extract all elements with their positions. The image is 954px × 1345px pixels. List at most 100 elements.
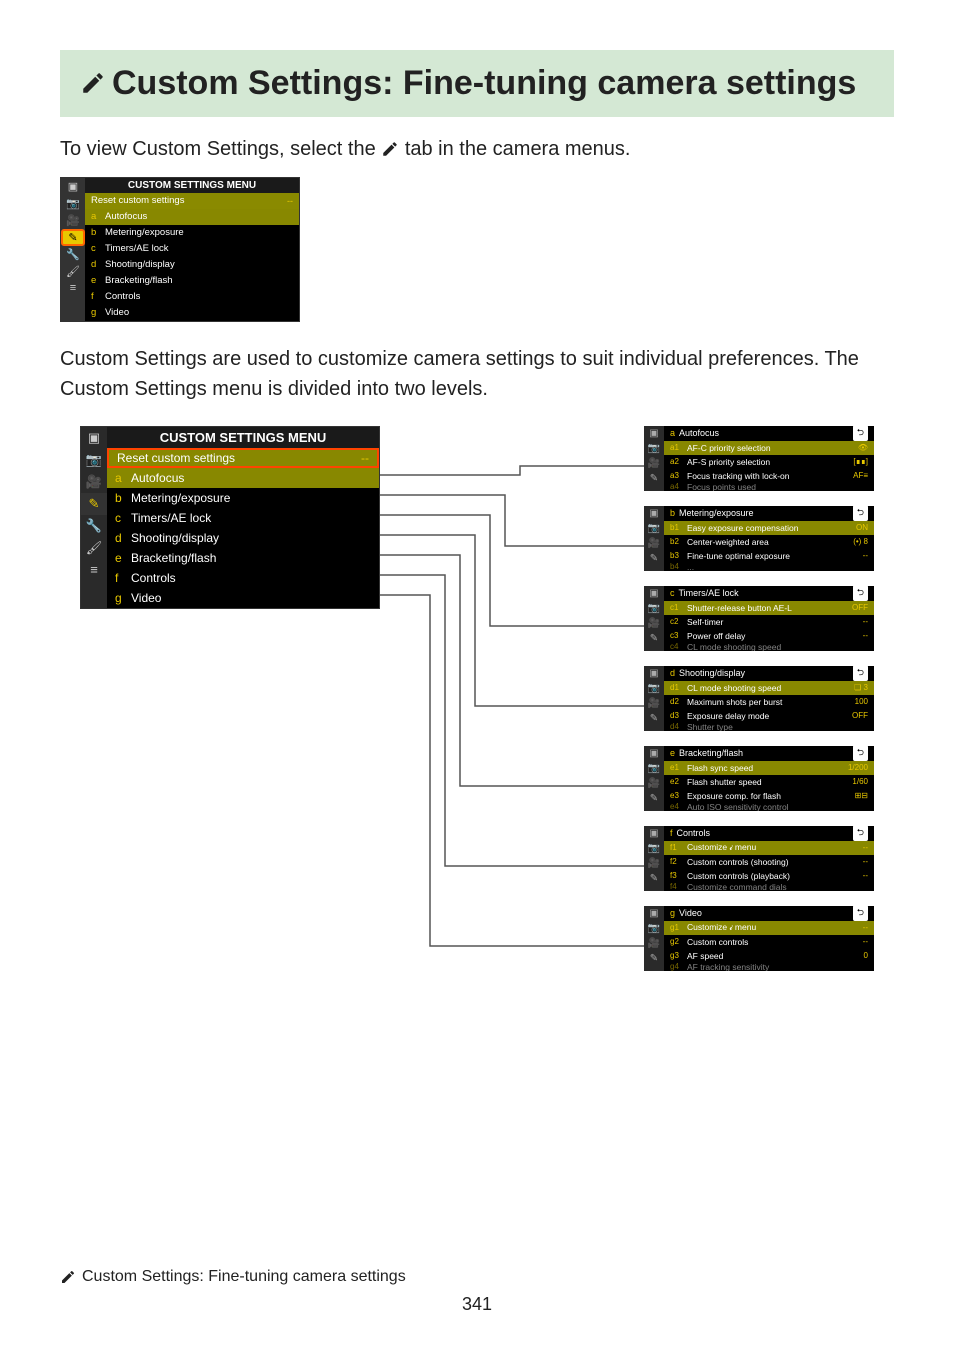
camera-icon: 📷 [644,921,664,936]
pencil-icon [60,1269,76,1285]
sub-sidebar: ▣ 📷 🎥 ✎ [644,506,664,571]
menu-hierarchy-diagram: ▣ 📷 🎥 ✎ 🔧 🖌 ≡ CUSTOM SETTINGS MENU Reset… [60,426,894,986]
pencil-tab-icon: ✎ [61,229,85,246]
big-sidebar: ▣ 📷 🎥 ✎ 🔧 🖌 ≡ [81,427,107,608]
pencil-icon [80,70,106,96]
back-icon[interactable]: ⮌ [853,745,868,761]
back-icon[interactable]: ⮌ [853,425,868,441]
camera-icon: 📷 [644,441,664,456]
big-menu-item-f[interactable]: fControls [107,568,379,588]
body-text: Custom Settings are used to customize ca… [60,344,894,404]
menu-item-b[interactable]: bMetering/exposure [85,225,299,241]
sub-row-partial: d4Shutter type [664,723,874,731]
sub-body: b Metering/exposure ⮌ b1Easy exposure co… [664,506,874,571]
sub-row[interactable]: g1Customize 𝓲 menu-- [664,921,874,935]
sub-row[interactable]: a1AF-C priority selection👁 [664,441,874,455]
sub-row[interactable]: g2Custom controls-- [664,935,874,949]
sub-body: e Bracketing/flash ⮌ e1Flash sync speed1… [664,746,874,811]
video-icon: 🎥 [81,471,107,493]
sub-header: d Shooting/display ⮌ [664,666,874,681]
pencil-icon: ✎ [644,951,664,966]
pencil-icon: ✎ [644,551,664,566]
pencil-icon: ✎ [644,791,664,806]
menu-sidebar: ▣ 📷 🎥 ✎ 🔧 🖌 ≡ [61,178,85,321]
sub-row[interactable]: b2Center-weighted area(•) 8 [664,535,874,549]
title-text: Custom Settings: Fine-tuning camera sett… [112,64,856,102]
camera-icon: 📷 [81,449,107,471]
camera-icon: 📷 [644,841,664,856]
video-icon: 🎥 [644,616,664,631]
sub-row[interactable]: g3AF speed0 [664,949,874,963]
sub-header: a Autofocus ⮌ [664,426,874,441]
sub-sidebar: ▣ 📷 🎥 ✎ [644,746,664,811]
sub-row[interactable]: d3Exposure delay modeOFF [664,709,874,723]
back-icon[interactable]: ⮌ [853,585,868,601]
playback-icon: ▣ [644,906,664,921]
sub-menu-f: ▣ 📷 🎥 ✎ f Controls ⮌ f1Customize 𝓲 menu-… [644,826,874,891]
menu-item-d[interactable]: dShooting/display [85,257,299,273]
sub-row[interactable]: d2Maximum shots per burst100 [664,695,874,709]
back-icon[interactable]: ⮌ [853,905,868,921]
sub-row[interactable]: b3Fine-tune optimal exposure-- [664,549,874,563]
sub-row[interactable]: f1Customize 𝓲 menu-- [664,841,874,855]
big-menu-item-e[interactable]: eBracketing/flash [107,548,379,568]
sub-row[interactable]: e3Exposure comp. for flash⊞⊟ [664,789,874,803]
video-icon: 🎥 [644,776,664,791]
big-menu-item-b[interactable]: bMetering/exposure [107,488,379,508]
big-menu-item-a[interactable]: aAutofocus [107,468,379,488]
page-footer: Custom Settings: Fine-tuning camera sett… [60,1268,894,1315]
back-icon[interactable]: ⮌ [853,665,868,681]
pencil-icon: ✎ [644,871,664,886]
big-menu-title: CUSTOM SETTINGS MENU [107,427,379,448]
sub-menu-c: ▣ 📷 🎥 ✎ c Timers/AE lock ⮌ c1Shutter-rel… [644,586,874,651]
pencil-icon [381,140,399,158]
header-banner: Custom Settings: Fine-tuning camera sett… [60,50,894,117]
sub-menu-a: ▣ 📷 🎥 ✎ a Autofocus ⮌ a1AF-C priority se… [644,426,874,491]
big-menu-item-g[interactable]: gVideo [107,588,379,608]
playback-icon: ▣ [644,426,664,441]
sub-row[interactable]: c1Shutter-release button AE-LOFF [664,601,874,615]
sub-row[interactable]: b1Easy exposure compensationON [664,521,874,535]
pencil-icon: ✎ [644,631,664,646]
wrench-icon: 🔧 [81,515,107,537]
playback-icon: ▣ [644,666,664,681]
reset-custom-settings-row[interactable]: Reset custom settings -- [107,448,379,468]
sub-row[interactable]: f3Custom controls (playback)-- [664,869,874,883]
back-icon[interactable]: ⮌ [853,505,868,521]
menu-item-a[interactable]: aAutofocus [85,209,299,225]
sub-row[interactable]: a2AF-S priority selection[∎∎] [664,455,874,469]
sub-row[interactable]: f2Custom controls (shooting)-- [664,855,874,869]
sub-row[interactable]: c2Self-timer-- [664,615,874,629]
sub-row-partial: c4CL mode shooting speed [664,643,874,651]
big-menu-item-d[interactable]: dShooting/display [107,528,379,548]
sub-sidebar: ▣ 📷 🎥 ✎ [644,666,664,731]
mymenu-icon: ≡ [61,280,85,297]
sub-sidebar: ▣ 📷 🎥 ✎ [644,426,664,491]
sub-menu-e: ▣ 📷 🎥 ✎ e Bracketing/flash ⮌ e1Flash syn… [644,746,874,811]
playback-icon: ▣ [644,826,664,841]
sub-body: d Shooting/display ⮌ d1CL mode shooting … [664,666,874,731]
page-number: 341 [60,1294,894,1315]
big-menu-item-c[interactable]: cTimers/AE lock [107,508,379,528]
menu-title: CUSTOM SETTINGS MENU [85,178,299,193]
reset-row[interactable]: Reset custom settings -- [85,193,299,209]
sub-row[interactable]: d1CL mode shooting speed❏ 3 [664,681,874,695]
sub-row[interactable]: e1Flash sync speed1/200 [664,761,874,775]
back-icon[interactable]: ⮌ [853,825,868,841]
playback-icon: ▣ [644,746,664,761]
sub-body: a Autofocus ⮌ a1AF-C priority selection👁… [664,426,874,491]
sub-row[interactable]: a3Focus tracking with lock-onAF≡ [664,469,874,483]
playback-icon: ▣ [81,427,107,449]
intro-text: To view Custom Settings, select the tab … [60,135,894,163]
menu-item-g[interactable]: gVideo [85,305,299,321]
sub-menu-d: ▣ 📷 🎥 ✎ d Shooting/display ⮌ d1CL mode s… [644,666,874,731]
menu-item-c[interactable]: cTimers/AE lock [85,241,299,257]
sub-row[interactable]: e2Flash shutter speed1/60 [664,775,874,789]
sub-row[interactable]: c3Power off delay-- [664,629,874,643]
sub-body: c Timers/AE lock ⮌ c1Shutter-release but… [664,586,874,651]
menu-item-f[interactable]: fControls [85,289,299,305]
menu-item-e[interactable]: eBracketing/flash [85,273,299,289]
sub-row-partial: b4... [664,563,874,571]
playback-icon: ▣ [644,586,664,601]
pencil-icon: ✎ [644,711,664,726]
